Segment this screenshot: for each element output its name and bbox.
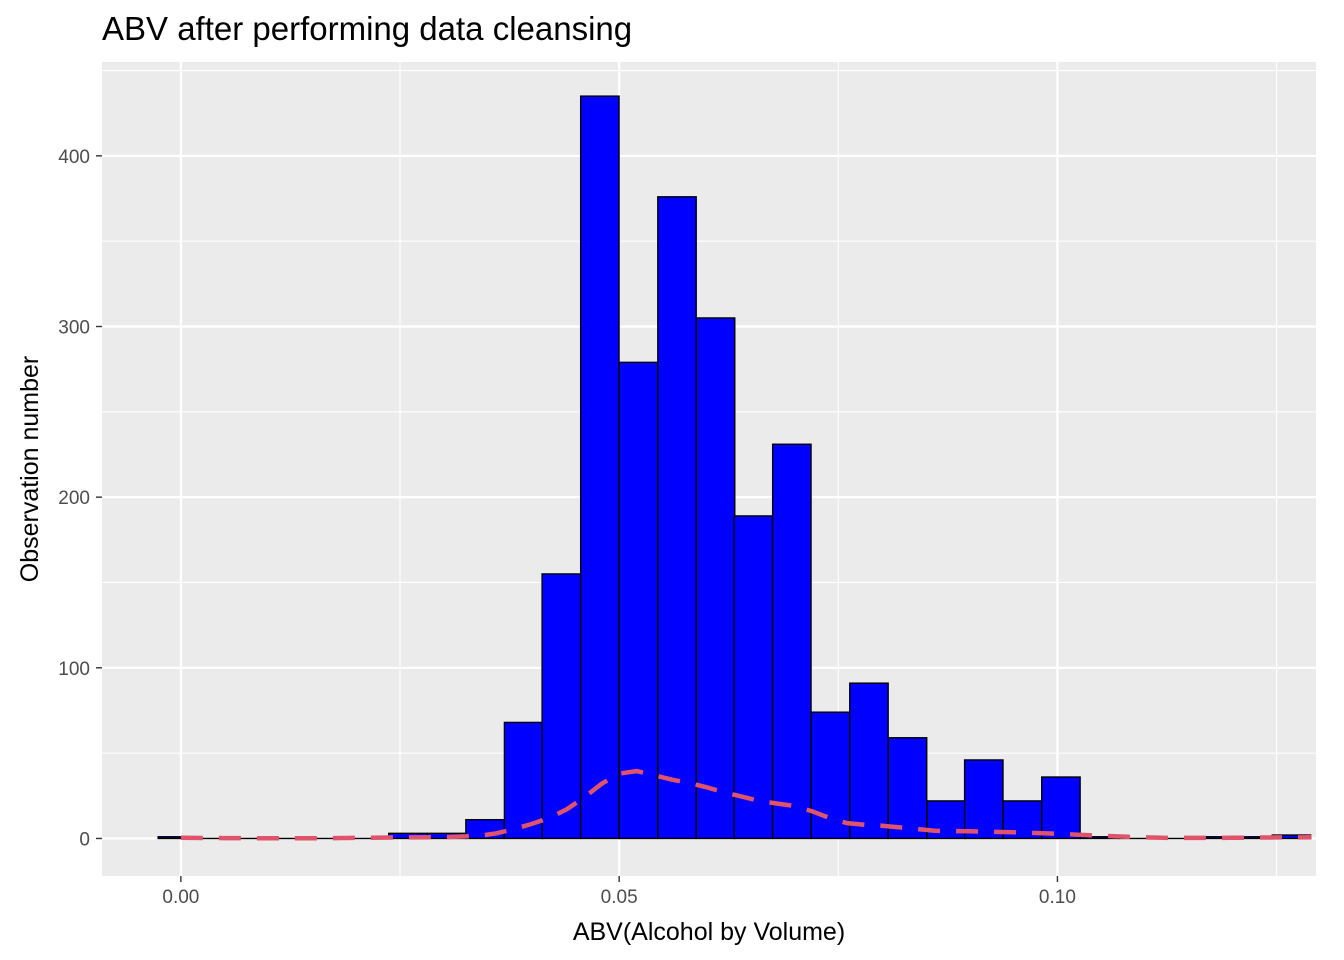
histogram-bar	[963, 759, 1004, 840]
histogram-bar	[579, 95, 620, 840]
histogram-bar	[733, 515, 774, 840]
histogram-bar	[887, 737, 928, 840]
histogram-bar	[1041, 776, 1081, 840]
y-tick-label: 0	[79, 829, 90, 850]
x-tick-label: 0.00	[162, 887, 199, 908]
x-tick-label: 0.10	[1039, 887, 1076, 908]
histogram-bar	[810, 711, 851, 840]
y-tick-label: 400	[58, 147, 90, 168]
x-axis-title: ABV(Alcohol by Volume)	[573, 918, 845, 946]
x-axis: 0.00 0.05 0.10	[162, 876, 1076, 908]
histogram-bar	[849, 682, 889, 840]
grid-minor	[102, 62, 1316, 876]
y-tick-label: 100	[58, 659, 90, 680]
y-tick-label: 200	[58, 488, 90, 509]
y-axis-title: Observation number	[16, 356, 44, 583]
histogram-bar	[541, 573, 582, 840]
histogram-bar	[771, 443, 812, 840]
histogram-bars	[157, 95, 1312, 840]
y-axis: 0 100 200 300 400	[58, 147, 102, 850]
chart-title: ABV after performing data cleansing	[102, 10, 633, 47]
histogram-bar	[657, 196, 697, 840]
histogram-bar	[618, 361, 659, 840]
x-tick-label: 0.05	[601, 887, 638, 908]
histogram-bar	[503, 721, 544, 840]
histogram-bar	[695, 317, 736, 840]
y-tick-label: 300	[58, 318, 90, 339]
